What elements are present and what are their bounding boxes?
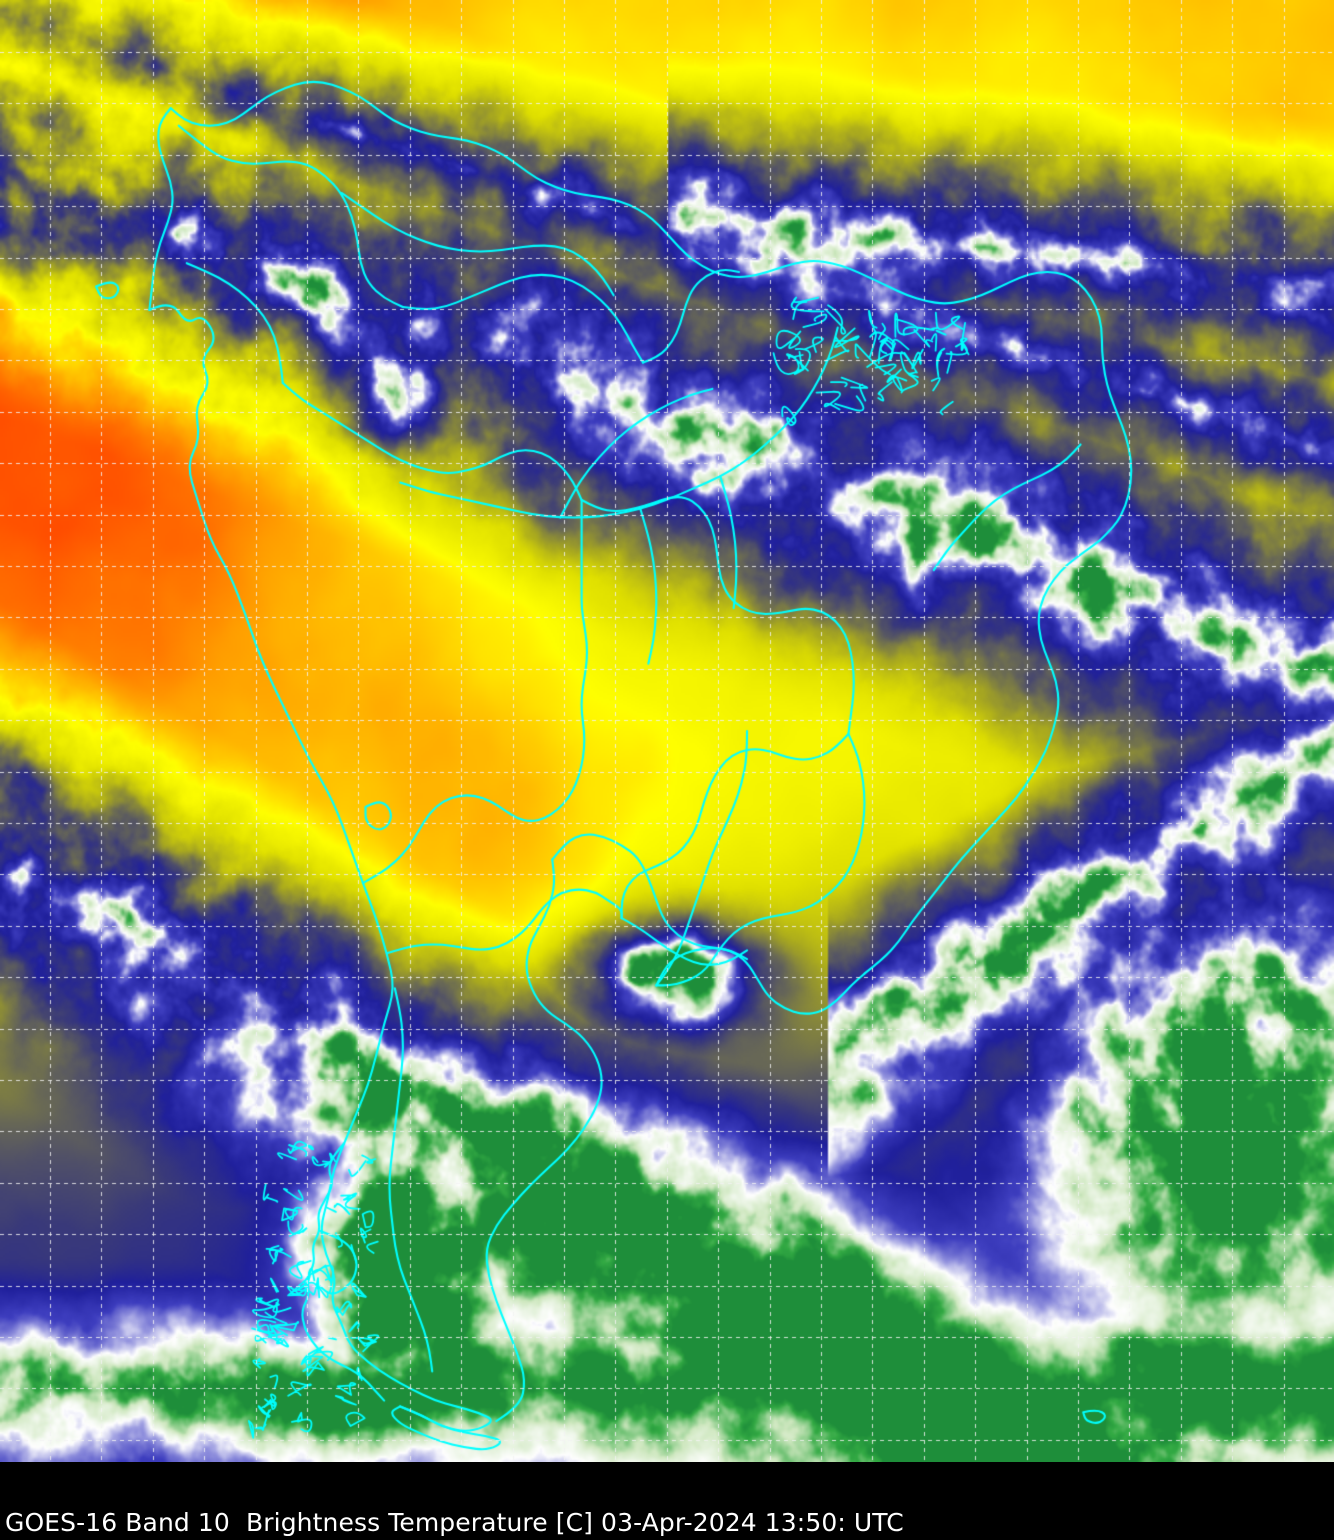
- satellite-image-panel[interactable]: [0, 0, 1334, 1462]
- caption-label: GOES-16 Band 10 Brightness Temperature […: [5, 1508, 904, 1537]
- caption-bar: GOES-16 Band 10 Brightness Temperature […: [0, 1462, 1334, 1540]
- graticule-and-coastline-overlay: [0, 0, 1334, 1462]
